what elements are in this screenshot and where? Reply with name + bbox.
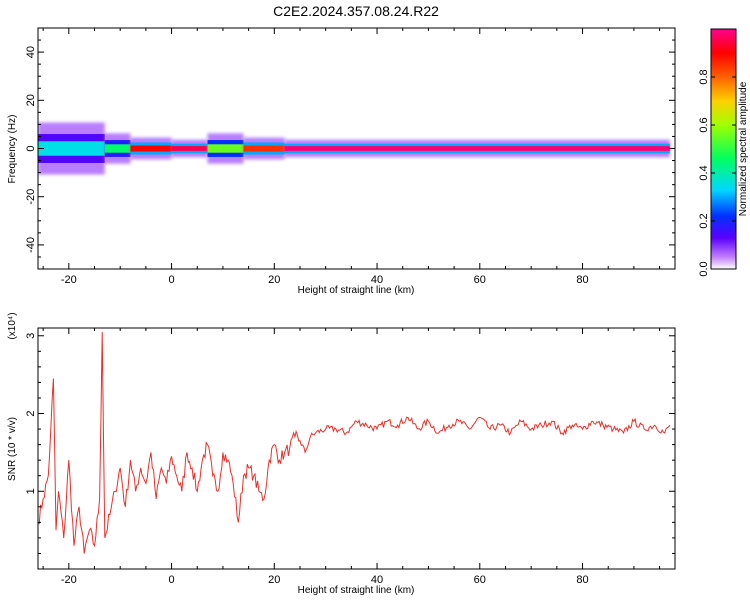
spectrogram-xtick-label: 20 — [268, 274, 280, 286]
snr-ytick-label: 3 — [25, 333, 37, 339]
snr-xtick-label: 60 — [474, 574, 486, 586]
colorbar-tick-label: 0.4 — [698, 165, 710, 180]
snr-xtick-label: 20 — [268, 574, 280, 586]
spectrogram-ytick-label: -20 — [25, 189, 37, 205]
colorbar-ticks: 0.0 0.2 0.4 0.6 0.8 — [698, 69, 736, 277]
snr-ticks: -20 0 20 40 60 80 1 2 3 — [25, 328, 675, 586]
colorbar-tick-label: 0.6 — [698, 117, 710, 132]
spectrogram-ticks: -20 0 20 40 60 80 -40 -20 0 20 40 — [25, 27, 675, 286]
colorbar-tick-label: 0.0 — [698, 261, 710, 276]
colorbar: 0.0 0.2 0.4 0.6 0.8 Normalized spectral ampl… — [698, 28, 749, 277]
spectrogram-xtick-label: 40 — [371, 274, 383, 286]
spectrogram-xlabel: Height of straight line (km) — [298, 285, 415, 296]
heatmap-core-5 — [243, 145, 285, 152]
snr-xlabel: Height of straight line (km) — [298, 585, 415, 596]
colorbar-tick-label: 0.2 — [698, 213, 710, 228]
heatmap-core-0 — [38, 141, 105, 156]
spectrogram-ytick-label: 0 — [25, 145, 37, 151]
colorbar-gradient — [711, 29, 736, 269]
snr-frame — [37, 327, 676, 570]
snr-xtick-label: -20 — [61, 574, 77, 586]
spectrogram-xtick-label: -20 — [61, 274, 77, 286]
snr-ylabel: SNR (10 * v/v) — [7, 417, 18, 481]
spectrogram-ytick-label: 40 — [25, 46, 37, 58]
colorbar-tick-label: 0.8 — [698, 69, 710, 84]
snr-xtick-label: 40 — [371, 574, 383, 586]
heatmap-layer — [38, 122, 670, 175]
snr-xtick-label: 80 — [576, 574, 588, 586]
heatmap-core-1 — [104, 144, 131, 153]
heatmap-core-3 — [171, 146, 208, 151]
colorbar-frame — [710, 28, 737, 270]
spectrogram-panel: -20 0 20 40 60 80 -40 -20 0 20 40 Height of straig… — [7, 27, 676, 296]
spectrogram-ylabel: Frequency (Hz) — [7, 115, 18, 184]
colorbar-label: Normalized spectral amplitude — [738, 81, 749, 216]
snr-series-line — [38, 331, 671, 554]
spectrogram-xtick-label: 60 — [474, 274, 486, 286]
heatmap-core-4 — [207, 144, 244, 153]
snr-ytick-label: 2 — [25, 410, 37, 416]
spectrogram-xtick-label: 80 — [576, 274, 588, 286]
spectrogram-xtick-label: 0 — [169, 274, 175, 286]
snr-panel: -20 0 20 40 60 80 1 2 3 Height of straight line … — [7, 312, 676, 596]
heatmap-core-2 — [130, 145, 172, 152]
spectrogram-ytick-label: 20 — [25, 94, 37, 106]
chart-title: C2E2.2024.357.08.24.R22 — [273, 3, 439, 19]
snr-ytick-label: 1 — [25, 488, 37, 494]
snr-yscale-label: (x10⁴) — [7, 312, 18, 339]
spectrogram-ytick-label: -40 — [25, 237, 37, 253]
snr-xtick-label: 0 — [169, 574, 175, 586]
heatmap-core-6 — [284, 146, 670, 151]
